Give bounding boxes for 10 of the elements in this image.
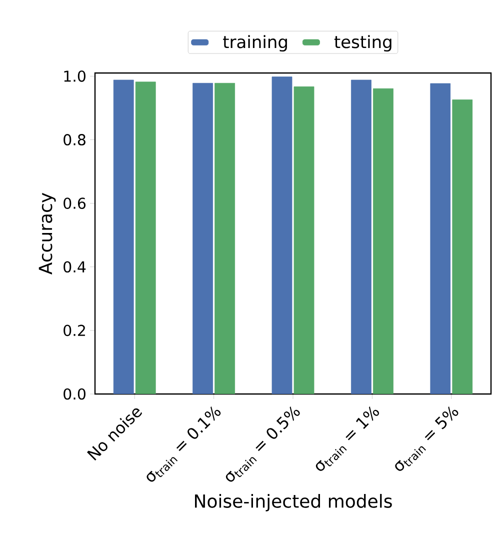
y-axis-title: Accuracy	[38, 192, 56, 274]
legend-label: testing	[334, 35, 392, 52]
y-tick-label: 0.2	[64, 324, 85, 336]
y-tick-label: 0.8	[64, 134, 86, 146]
y-tick-label: 0.4	[64, 261, 86, 273]
y-tick-label: 0.0	[64, 388, 86, 400]
legend-label: training	[223, 35, 287, 52]
y-tick-label: 0.6	[64, 198, 86, 209]
x-axis-title: Noise-injected models	[195, 494, 392, 512]
y-tick-label: 1.0	[64, 70, 86, 82]
